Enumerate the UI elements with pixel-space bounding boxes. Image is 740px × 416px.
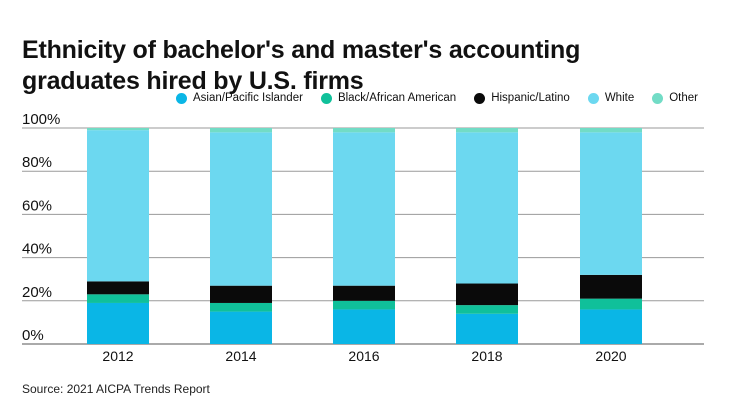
x-tick-label: 2014 [225,348,256,364]
x-tick-label: 2016 [348,348,379,364]
y-tick-label: 40% [22,241,52,258]
legend-item-other: Other [652,92,698,104]
y-tick-label: 60% [22,197,52,214]
bar-segment-2012-0 [87,302,149,344]
bar-segment-2014-1 [210,302,272,312]
bar-segment-2016-4 [333,128,395,133]
bar-segment-2016-3 [333,132,395,286]
chart-legend: Asian/Pacific Islander Black/African Ame… [175,92,698,104]
legend-label-white: White [604,92,635,104]
y-tick-label: 20% [22,284,52,301]
legend-swatch-asian [175,92,187,104]
bar-segment-2012-3 [87,130,149,282]
legend-label-other: Other [669,92,698,104]
legend-item-hispanic: Hispanic/Latino [474,92,570,104]
legend-label-asian: Asian/Pacific Islander [192,92,303,104]
bar-segment-2020-4 [580,128,642,133]
bar-segment-2014-4 [210,128,272,133]
legend-swatch-hispanic [474,92,486,104]
bar-segment-2016-2 [333,285,395,301]
source-note: Source: 2021 AICPA Trends Report [22,382,210,396]
x-tick-label: 2020 [595,348,626,364]
x-tick-label: 2018 [471,348,502,364]
legend-label-black: Black/African American [337,92,457,104]
y-tick-label: 80% [22,154,52,171]
bar-segment-2018-3 [456,132,518,284]
bar-segment-2020-2 [580,274,642,299]
bar-segment-2014-3 [210,132,272,286]
bar-segment-2016-0 [333,309,395,344]
y-tick-label: 100% [22,111,60,128]
bar-segment-2012-2 [87,281,149,295]
x-tick-label: 2012 [102,348,133,364]
legend-item-asian: Asian/Pacific Islander [175,92,303,104]
bar-segment-2014-0 [210,311,272,344]
legend-item-black: Black/African American [320,92,457,104]
bar-segment-2012-1 [87,294,149,303]
bar-segment-2018-2 [456,283,518,306]
legend-swatch-black [320,92,332,104]
bar-segment-2018-1 [456,305,518,314]
bar-segment-2020-0 [580,309,642,344]
legend-label-hispanic: Hispanic/Latino [491,92,570,104]
legend-swatch-other [652,92,664,104]
bar-segment-2020-1 [580,298,642,310]
bar-segment-2018-0 [456,313,518,344]
bar-segment-2014-2 [210,285,272,303]
chart-title: Ethnicity of bachelor's and master's acc… [22,35,581,95]
bar-segment-2016-1 [333,300,395,310]
y-tick-label: 0% [22,327,44,344]
bar-segment-2012-4 [87,128,149,131]
bar-segment-2020-3 [580,132,642,275]
legend-swatch-white [587,92,599,104]
bar-segment-2018-4 [456,128,518,133]
legend-item-white: White [587,92,635,104]
